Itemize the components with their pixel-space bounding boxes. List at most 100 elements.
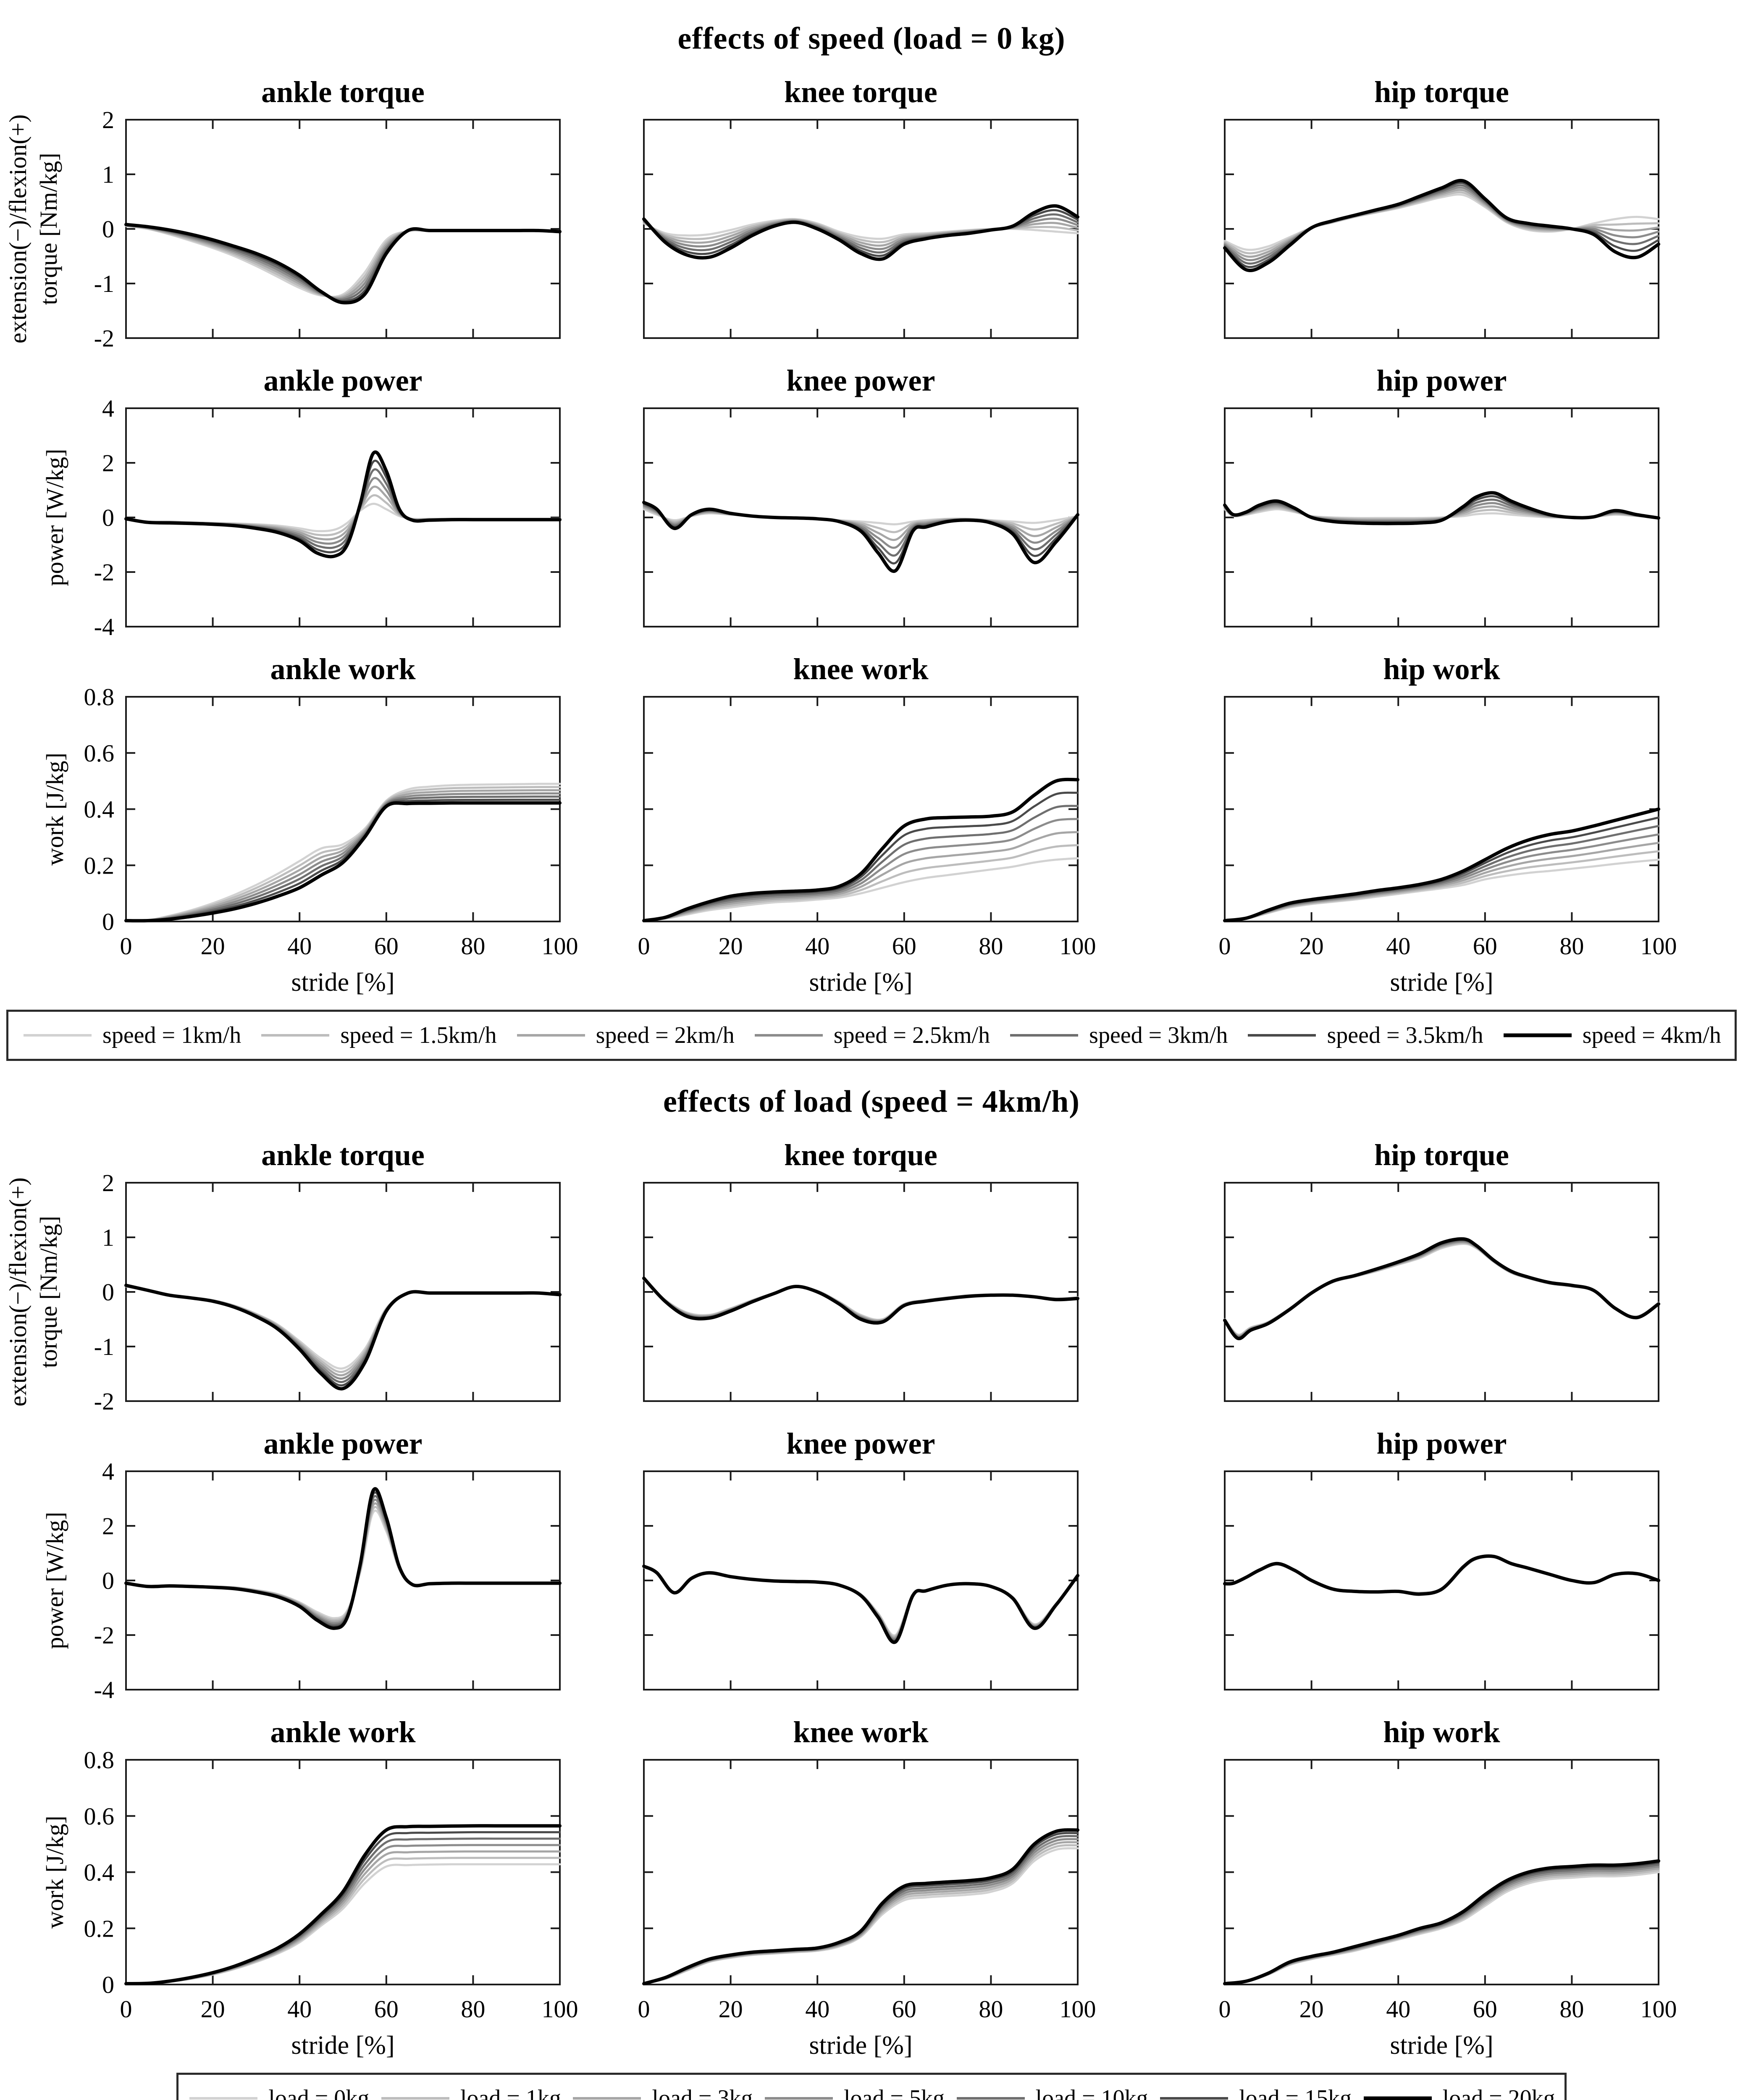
- legend-label: load = 1kg: [460, 2085, 561, 2100]
- legend-item: speed = 3.5km/h: [1246, 1022, 1483, 1049]
- series-line: [643, 844, 1079, 922]
- legend-line-swatch: [261, 1034, 330, 1037]
- y-tick-label: -4: [94, 1676, 114, 1700]
- subplot-title: knee work: [793, 1715, 929, 1749]
- x-axis-label: stride [%]: [291, 968, 394, 997]
- x-tick-label: 100: [1641, 932, 1677, 960]
- series-line: [125, 1499, 561, 1625]
- y-tick-label: 0.4: [84, 796, 115, 823]
- plot-box: [643, 407, 1079, 627]
- plot-cell: ankle work 0 20 40 60 80 100 0.8 0.6 0.4 0.2 0 strid…: [0, 646, 581, 999]
- subplot-title: hip torque: [1374, 1138, 1509, 1172]
- y-axis-label: work [J/kg]: [41, 753, 68, 866]
- legend-line-swatch: [189, 2097, 258, 2100]
- y-axis-label: work [J/kg]: [41, 1816, 68, 1929]
- legend-item: speed = 1km/h: [22, 1022, 241, 1049]
- subplot-title: ankle work: [270, 1715, 415, 1749]
- plot-box: [125, 407, 561, 627]
- subplot-title: knee power: [787, 1427, 935, 1460]
- subplot-title: knee torque: [784, 1138, 937, 1172]
- section-load: effects of load (speed = 4km/h) ankle to…: [0, 1084, 1743, 2100]
- series-line: [125, 795, 561, 922]
- subplot-title: ankle power: [264, 1427, 423, 1460]
- legend-line-swatch: [573, 2097, 641, 2100]
- load-power-row: ankle power 4 2 0 -2 -4 power [W/kg] knee powe…: [0, 1421, 1743, 1700]
- legend-line-swatch: [381, 2097, 449, 2100]
- x-tick-label: 20: [1299, 1995, 1324, 2023]
- plot-load-hip-power: hip power: [1223, 1427, 1660, 1690]
- plot-cell: hip power: [1162, 358, 1743, 637]
- legend-item: speed = 2km/h: [515, 1022, 735, 1049]
- x-axis-label: stride [%]: [1390, 2031, 1493, 2060]
- y-tick-label: 0: [102, 1567, 114, 1594]
- x-tick-label: 20: [719, 1995, 743, 2023]
- series-line: [643, 1566, 1079, 1638]
- series-line: [1223, 1859, 1660, 1985]
- plot-box: [125, 1759, 561, 1985]
- plot-speed-knee-power: knee power: [642, 364, 1079, 627]
- x-tick-label: 80: [461, 932, 485, 960]
- series-line: [1223, 1554, 1660, 1596]
- plot-load-hip-torque: hip torque: [1223, 1138, 1660, 1402]
- plot-load-ankle-torque: ankle torque 2 1 0 -1 -2 extension(−)/flexion(…: [4, 1138, 562, 1412]
- y-axis-label: extension(−)/flexion(+): [4, 114, 32, 343]
- x-tick-label: 40: [287, 1995, 312, 2023]
- x-axis-label: stride [%]: [291, 2031, 394, 2060]
- x-tick-label: 80: [461, 1995, 485, 2023]
- series-line: [125, 1495, 561, 1626]
- x-tick-label: 100: [542, 1995, 578, 2023]
- series-line: [643, 857, 1079, 922]
- series-line: [125, 1506, 561, 1621]
- y-tick-label: 0.4: [84, 1859, 115, 1886]
- legend-item: load = 10kg: [955, 2085, 1148, 2100]
- plot-load-knee-torque: knee torque: [642, 1138, 1079, 1402]
- plot-load-knee-work: knee work 0 20 40 60 80 100 stride [%]: [638, 1715, 1096, 2060]
- legend-line-swatch: [956, 2097, 1025, 2100]
- legend-item: load = 1kg: [380, 2085, 561, 2100]
- subplot-title: hip torque: [1374, 75, 1509, 109]
- y-tick-label: 1: [102, 161, 114, 188]
- legend-label: load = 3kg: [652, 2085, 753, 2100]
- y-axis-label: power [W/kg]: [41, 449, 68, 586]
- speed-torque-row: ankle torque 2 1 0 -1 -2 extension(−)/flexion(…: [0, 69, 1743, 349]
- y-tick-label: 2: [102, 449, 114, 477]
- y-tick-label: 0.2: [84, 1915, 115, 1942]
- plot-cell: knee power: [581, 358, 1162, 637]
- y-tick-label: 2: [102, 1169, 114, 1197]
- legend-label: load = 15kg: [1239, 2085, 1352, 2100]
- x-tick-label: 40: [805, 1995, 830, 2023]
- x-tick-label: 20: [201, 932, 225, 960]
- series-line: [643, 219, 1079, 247]
- y-tick-label: 0: [102, 908, 114, 935]
- x-tick-label: 100: [1641, 1995, 1677, 2023]
- series-line: [125, 786, 561, 922]
- y-tick-label: -2: [94, 559, 114, 586]
- plot-speed-hip-power: hip power: [1223, 364, 1660, 627]
- x-tick-label: 0: [1219, 1995, 1231, 2023]
- subplot-title: ankle torque: [261, 1138, 425, 1172]
- plot-box: [643, 1182, 1079, 1402]
- legend-line-swatch: [754, 1034, 823, 1037]
- y-tick-label: 1: [102, 1224, 114, 1251]
- series-line: [1223, 807, 1660, 922]
- plot-speed-ankle-work: ankle work 0 20 40 60 80 100 0.8 0.6 0.4 0.2 0 strid…: [41, 652, 578, 997]
- plot-load-ankle-work: ankle work 0 20 40 60 80 100 0.8 0.6 0.4 0.2 0 strid…: [41, 1715, 578, 2060]
- y-tick-label: 0.6: [84, 740, 115, 767]
- load-legend: load = 0kg load = 1kg load = 3kg load = 5kg…: [176, 2073, 1567, 2100]
- series-line: [642, 777, 1079, 922]
- plot-speed-hip-torque: hip torque: [1223, 75, 1660, 339]
- series-line: [125, 1857, 561, 1985]
- series-line: [1223, 178, 1660, 272]
- series-line: [125, 1491, 561, 1628]
- series-line: [643, 1566, 1079, 1639]
- x-tick-label: 60: [374, 1995, 399, 2023]
- series-line: [124, 801, 562, 923]
- y-tick-label: -1: [94, 1333, 114, 1360]
- subplot-title: hip power: [1376, 1427, 1507, 1460]
- legend-label: speed = 1.5km/h: [340, 1022, 497, 1048]
- x-tick-label: 60: [1473, 932, 1497, 960]
- legend-label: speed = 2.5km/h: [833, 1022, 990, 1048]
- legend-line-swatch: [1160, 2097, 1228, 2100]
- x-tick-label: 0: [120, 1995, 132, 2023]
- y-tick-label: -1: [94, 270, 114, 297]
